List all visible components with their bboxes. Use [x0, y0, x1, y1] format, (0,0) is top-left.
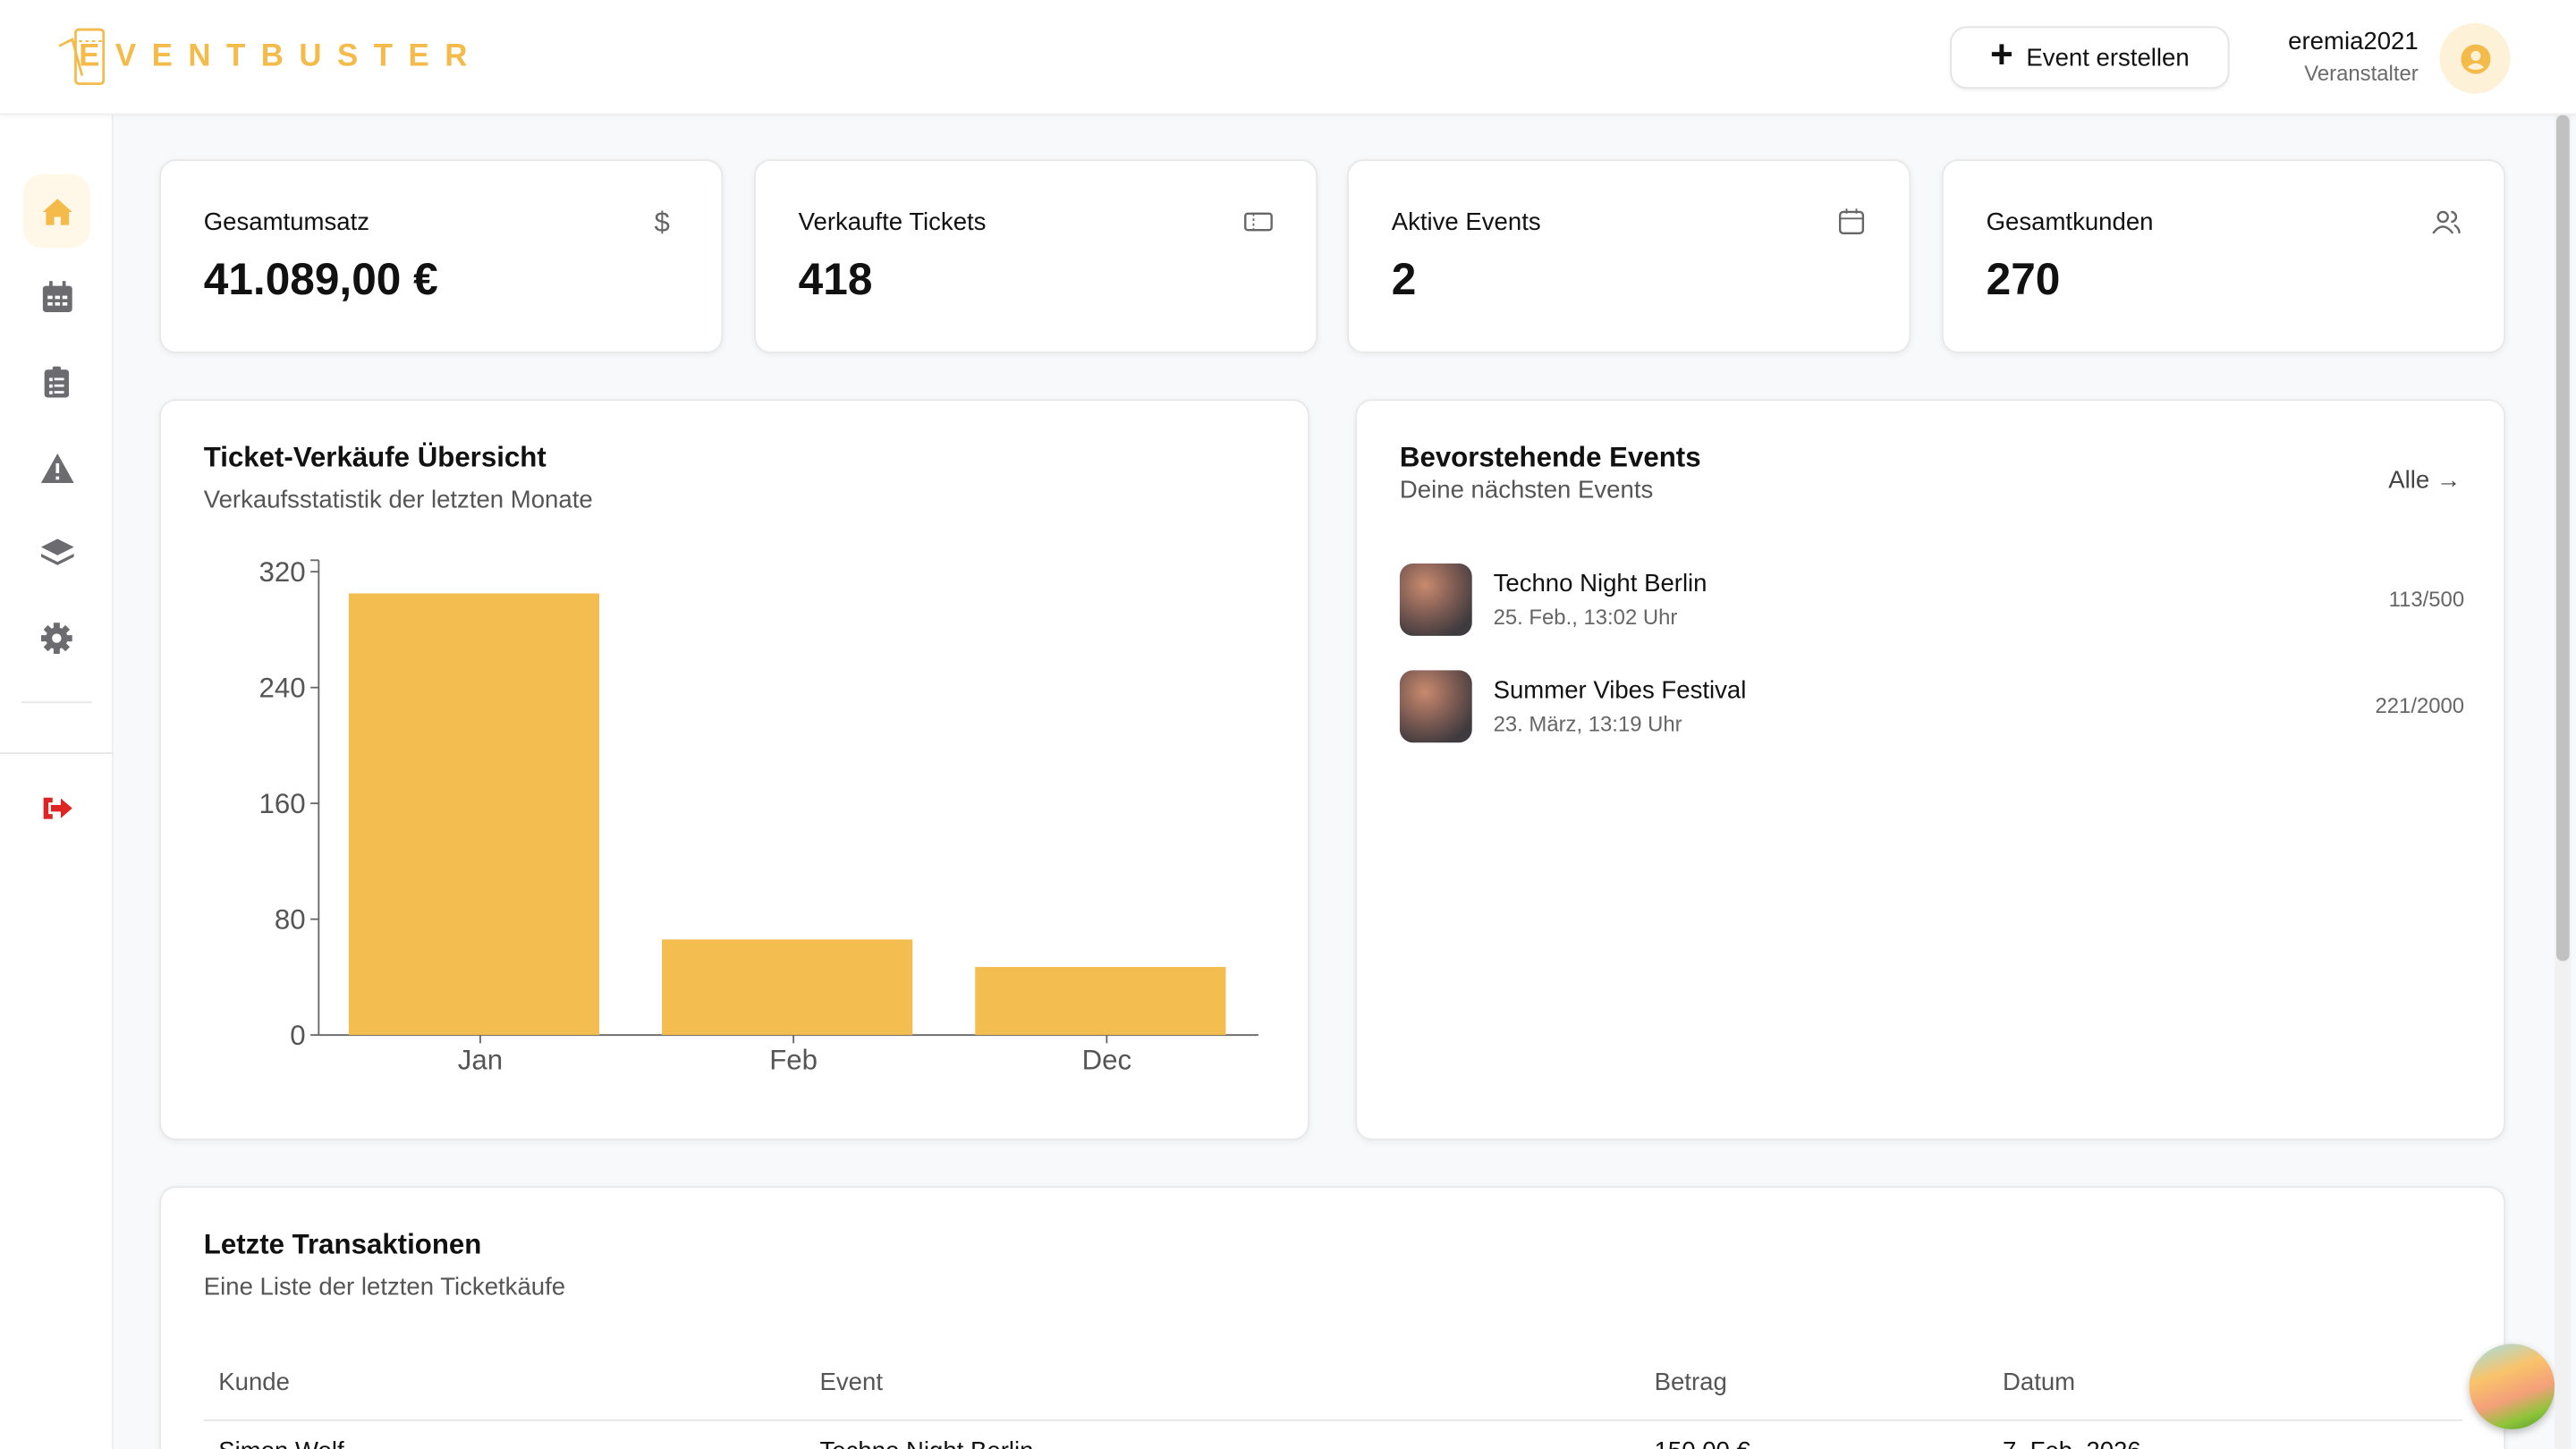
column-header[interactable]: Datum	[2002, 1368, 2076, 1397]
table-cell: 7. Feb. 2026	[2003, 1437, 2141, 1449]
stat-card: Gesamtumsatz 41.089,00 € $	[159, 159, 724, 353]
user-role: Veranstalter	[2304, 60, 2419, 86]
layers-icon	[40, 538, 73, 564]
event-thumbnail	[1399, 670, 1472, 743]
bar-jan[interactable]	[348, 593, 600, 1036]
event-name: Summer Vibes Festival	[1493, 676, 1747, 705]
stat-value: 2	[1391, 254, 1417, 304]
upcoming-events-card: Bevorstehende Events Deine nächsten Even…	[1355, 399, 2506, 1140]
user-circle-icon	[2460, 43, 2490, 73]
gear-icon	[40, 623, 72, 655]
logo-text: EVENTBUSTER	[79, 39, 483, 74]
x-tick-label: Dec	[1082, 1045, 1132, 1076]
clipboard-list-icon	[44, 366, 70, 398]
arrow-right-icon: →	[2436, 466, 2462, 495]
calendar-icon	[41, 281, 72, 312]
logout-icon	[42, 796, 72, 818]
create-event-label: Event erstellen	[2026, 43, 2190, 72]
table-cell: Techno Night Berlin	[820, 1437, 1034, 1449]
home-icon	[41, 198, 72, 225]
table-header-divider	[203, 1419, 2463, 1421]
event-ticket-count: 221/2000	[2375, 693, 2465, 718]
logo[interactable]: EVENTBUSTER	[55, 26, 482, 89]
chart-title: Ticket-Verkäufe Übersicht	[203, 442, 547, 473]
sidebar-item-settings[interactable]	[23, 601, 90, 675]
svg-text:$: $	[655, 207, 670, 236]
user-info[interactable]: eremia2021 Veranstalter	[2288, 28, 2419, 85]
y-tick-label: 0	[290, 1020, 305, 1051]
ticket-sales-chart: 0 80 160 240 320 Jan Feb Dec	[259, 556, 1258, 1076]
logout-button[interactable]	[23, 770, 90, 844]
stat-card: Gesamtkunden 270	[1942, 159, 2506, 353]
event-name: Techno Night Berlin	[1493, 570, 1707, 598]
ticket-sales-card: Ticket-Verkäufe Übersicht Verkaufsstatis…	[159, 399, 1309, 1140]
event-date: 23. März, 13:19 Uhr	[1493, 711, 1682, 736]
sidebar-item-home[interactable]	[22, 174, 91, 249]
scrollbar-thumb[interactable]	[2555, 114, 2570, 962]
x-tick-label: Jan	[458, 1045, 503, 1076]
stat-card: Aktive Events 2	[1347, 159, 1911, 353]
stat-label: Verkaufte Tickets	[798, 208, 987, 237]
users-icon	[2432, 210, 2461, 234]
sidebar	[0, 114, 114, 1449]
event-ticket-count: 113/500	[2388, 586, 2465, 612]
all-events-link[interactable]: Alle →	[2388, 467, 2461, 495]
x-tick-label: Feb	[769, 1045, 818, 1076]
top-header: EVENTBUSTER + Event erstellen eremia2021 V…	[0, 0, 2576, 115]
transactions-card: Letzte Transaktionen Eine Liste der letz…	[159, 1186, 2506, 1449]
event-list-item[interactable]: Techno Night Berlin 25. Feb., 13:02 Uhr …	[1399, 564, 2465, 638]
sidebar-item-events[interactable]	[23, 259, 90, 334]
stat-label: Gesamtumsatz	[203, 208, 370, 237]
events-title: Bevorstehende Events	[1399, 442, 1701, 473]
scrollbar[interactable]	[2555, 114, 2572, 1449]
y-tick-label: 80	[275, 904, 306, 936]
dollar-icon: $	[655, 207, 670, 236]
stat-label: Gesamtkunden	[1986, 208, 2154, 237]
transactions-subtitle: Eine Liste der letzten Ticketkäufe	[203, 1273, 566, 1301]
warning-icon	[40, 453, 73, 483]
stat-card: Verkaufte Tickets 418	[754, 159, 1318, 353]
chart-subtitle: Verkaufsstatistik der letzten Monate	[203, 486, 593, 514]
ticket-logo-icon	[58, 28, 106, 86]
sidebar-item-reports[interactable]	[23, 430, 90, 504]
table-cell: 150,00 €	[1655, 1437, 1750, 1449]
plus-icon: +	[1989, 31, 2013, 77]
y-tick-label: 240	[259, 673, 306, 704]
column-header[interactable]: Event	[819, 1368, 883, 1397]
sidebar-item-orders[interactable]	[23, 345, 90, 419]
bar-dec[interactable]	[975, 967, 1226, 1036]
stat-value: 270	[1986, 254, 2061, 304]
create-event-button[interactable]: + Event erstellen	[1950, 26, 2230, 89]
stat-value: 418	[798, 254, 873, 304]
column-header[interactable]: Betrag	[1654, 1368, 1727, 1397]
y-tick-label: 160	[259, 788, 306, 819]
avatar[interactable]	[2439, 22, 2511, 94]
event-date: 25. Feb., 13:02 Uhr	[1493, 604, 1678, 630]
sidebar-divider	[0, 752, 114, 755]
stat-label: Aktive Events	[1391, 208, 1541, 237]
sidebar-divider	[21, 701, 92, 704]
floating-widget-button[interactable]	[2469, 1343, 2555, 1429]
event-thumbnail	[1399, 564, 1472, 636]
ticket-icon	[1244, 212, 1273, 232]
calendar-icon	[1838, 208, 1865, 235]
bar-feb[interactable]	[662, 939, 913, 1036]
y-tick-label: 320	[259, 556, 306, 588]
transactions-title: Letzte Transaktionen	[203, 1228, 482, 1260]
table-cell: Simon Wolf	[218, 1437, 343, 1449]
username: eremia2021	[2288, 28, 2419, 56]
events-subtitle: Deine nächsten Events	[1399, 476, 1654, 504]
column-header[interactable]: Kunde	[218, 1368, 290, 1397]
sidebar-item-categories[interactable]	[23, 516, 90, 590]
event-list-item[interactable]: Summer Vibes Festival 23. März, 13:19 Uh…	[1399, 670, 2465, 744]
stat-value: 41.089,00 €	[203, 254, 438, 304]
all-link-label: Alle	[2388, 466, 2430, 495]
